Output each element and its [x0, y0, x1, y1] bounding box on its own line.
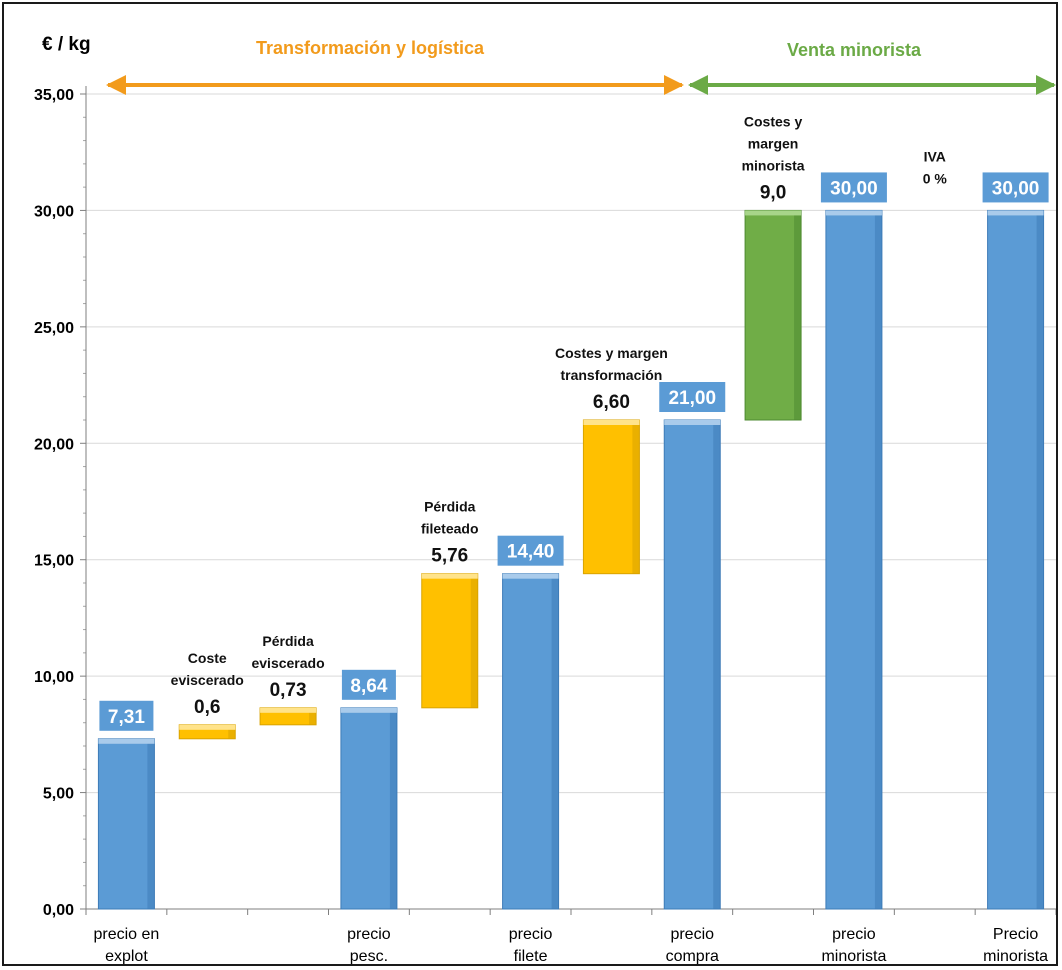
bar-side-shade	[389, 707, 397, 909]
x-category-label: precio	[670, 926, 714, 943]
value-label-box	[497, 535, 564, 566]
x-category-label: minorista	[821, 948, 886, 964]
bar-top-bevel	[340, 707, 397, 713]
bar-top-bevel	[987, 210, 1044, 216]
phase-label-transformation: Transformación y logística	[256, 38, 485, 58]
bar-side-shade	[632, 420, 640, 574]
x-category-label: Precio	[993, 926, 1038, 943]
total-bar	[340, 707, 398, 910]
value-label: 9,0	[760, 182, 786, 203]
bar-annotation: Pérdida	[262, 633, 314, 649]
value-label-box	[659, 382, 726, 412]
y-tick-label: 30,00	[34, 203, 74, 220]
bar-side-shade	[713, 420, 721, 909]
bar-annotation: IVA	[924, 148, 946, 164]
bar-top-bevel	[421, 573, 478, 579]
bar-top-bevel	[583, 420, 640, 425]
total-bar	[502, 573, 560, 910]
x-category-label: precio	[509, 926, 553, 943]
x-category-label: explot	[105, 948, 148, 964]
value-label: 7,31	[108, 707, 145, 728]
x-category-label: precio	[347, 926, 391, 943]
y-tick-label: 20,00	[34, 436, 74, 453]
total-bar	[987, 209, 1045, 910]
bar-top-bevel	[745, 210, 802, 216]
x-category-label: precio en	[94, 926, 160, 943]
value-label-box	[341, 669, 396, 700]
bar-side-shade	[551, 573, 559, 909]
value-label: 0,73	[270, 680, 307, 701]
value-label-box	[99, 700, 154, 731]
bar-annotation: Pérdida	[424, 499, 476, 515]
x-category-label: compra	[666, 948, 719, 964]
bar-side-shade	[874, 210, 882, 909]
waterfall-chart: 0,00 5,00 10,00 15,00 20,00 25,00 30,00 35,00 pr…	[34, 34, 1056, 964]
value-label: 5,76	[431, 546, 468, 567]
bar-annotation: eviscerado	[251, 655, 324, 671]
y-tick-label: 5,00	[43, 786, 74, 803]
y-tick-label: 15,00	[34, 553, 74, 570]
total-bar	[825, 209, 883, 910]
x-category-label: pesc.	[350, 948, 388, 964]
x-category-label: minorista	[983, 948, 1048, 964]
value-label: 14,40	[507, 542, 555, 563]
bar-top-bevel	[502, 573, 559, 579]
value-label-box	[820, 172, 887, 203]
y-tick-label: 0,00	[43, 902, 74, 919]
bar-annotation: margen	[748, 135, 799, 151]
bar-top-bevel	[98, 738, 155, 744]
axis-layer: 0,00 5,00 10,00 15,00 20,00 25,00 30,00 35,00 pr…	[34, 86, 1056, 964]
y-axis-unit-label: € / kg	[42, 34, 91, 55]
bar-top-bevel	[825, 210, 882, 216]
value-label: 0,6	[194, 697, 220, 718]
value-label: 30,00	[992, 178, 1040, 199]
bar-annotation: transformación	[560, 367, 662, 383]
step-bar	[582, 419, 640, 575]
phase-header: € / kg Transformación y logística Venta …	[42, 34, 1056, 95]
bar-annotation: Costes y margen	[555, 345, 668, 361]
bar-side-shade	[470, 573, 478, 708]
bar-side-shade	[147, 738, 155, 909]
total-bar	[97, 738, 155, 910]
bar-annotation: 0 %	[923, 170, 948, 186]
bar-top-bevel	[179, 724, 236, 730]
bar-side-shade	[1036, 210, 1044, 909]
total-bar	[663, 419, 721, 910]
label-layer: 7,31 0,6 Coste eviscerado 0,73 Pérdida eviscer…	[99, 113, 1049, 731]
value-label: 8,64	[350, 676, 387, 697]
step-bar	[744, 209, 802, 421]
bar-top-bevel	[260, 707, 317, 713]
phase-label-retail: Venta minorista	[787, 40, 922, 60]
y-tick-label: 25,00	[34, 320, 74, 337]
y-tick-label: 35,00	[34, 87, 74, 104]
bar-annotation: Costes y	[744, 113, 803, 129]
value-label: 30,00	[830, 178, 878, 199]
bar-annotation: Coste	[188, 650, 227, 666]
bar-annotation: fileteado	[421, 521, 479, 537]
bar-annotation: eviscerado	[171, 672, 244, 688]
x-category-label: precio	[832, 926, 876, 943]
bar-annotation: minorista	[742, 157, 805, 173]
value-label-box	[982, 172, 1049, 203]
bar-layer	[97, 209, 1045, 910]
y-tick-label: 10,00	[34, 669, 74, 686]
x-category-label: filete	[514, 948, 548, 964]
bar-side-shade	[228, 724, 236, 739]
bar-side-shade	[794, 210, 802, 420]
value-label: 21,00	[668, 388, 716, 409]
bar-top-bevel	[664, 420, 721, 425]
bar-side-shade	[309, 707, 317, 725]
value-label: 6,60	[593, 392, 630, 413]
step-bar	[421, 573, 479, 709]
